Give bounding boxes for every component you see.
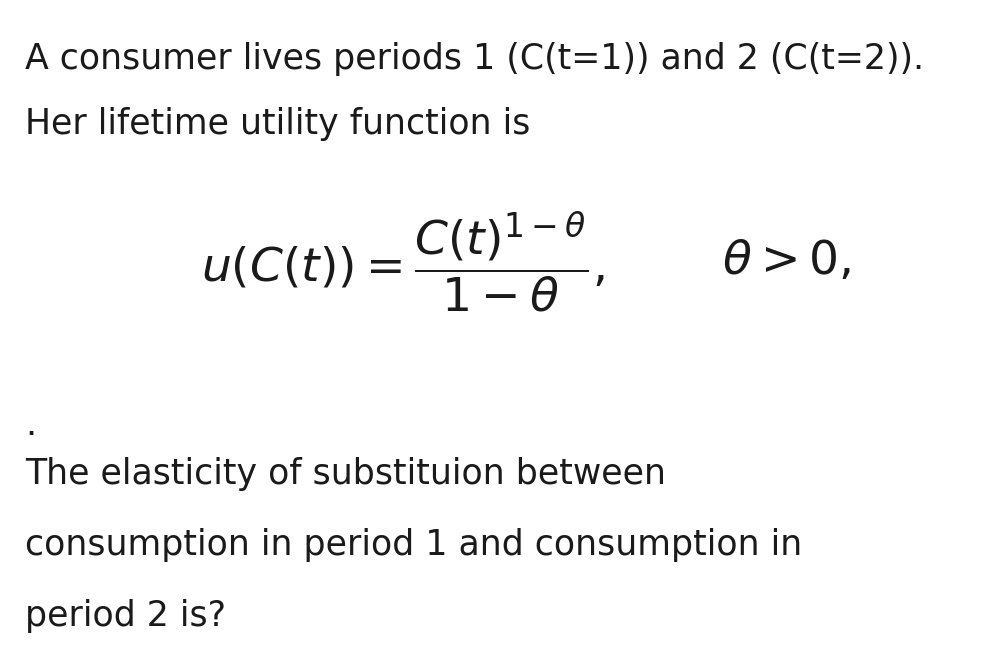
Text: The elasticity of substituion between: The elasticity of substituion between	[25, 457, 666, 491]
Text: A consumer lives periods 1 (C(t=1)) and 2 (C(t=2)).: A consumer lives periods 1 (C(t=1)) and …	[25, 42, 924, 76]
Text: consumption in period 1 and consumption in: consumption in period 1 and consumption …	[25, 528, 802, 562]
Text: period 2 is?: period 2 is?	[25, 599, 226, 633]
Text: Her lifetime utility function is: Her lifetime utility function is	[25, 107, 530, 141]
Text: $\theta > 0,$: $\theta > 0,$	[722, 240, 851, 284]
Text: .: .	[25, 408, 36, 442]
Text: $u(C(t)) = \dfrac{C(t)^{1-\theta}}{1-\theta},$: $u(C(t)) = \dfrac{C(t)^{1-\theta}}{1-\th…	[202, 209, 605, 316]
